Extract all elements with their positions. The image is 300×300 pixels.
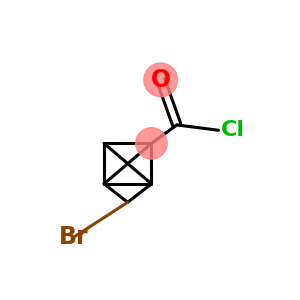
Text: Cl: Cl: [221, 120, 245, 140]
Text: O: O: [151, 68, 171, 92]
Text: Br: Br: [59, 225, 89, 249]
Circle shape: [136, 128, 167, 159]
Circle shape: [144, 63, 178, 97]
